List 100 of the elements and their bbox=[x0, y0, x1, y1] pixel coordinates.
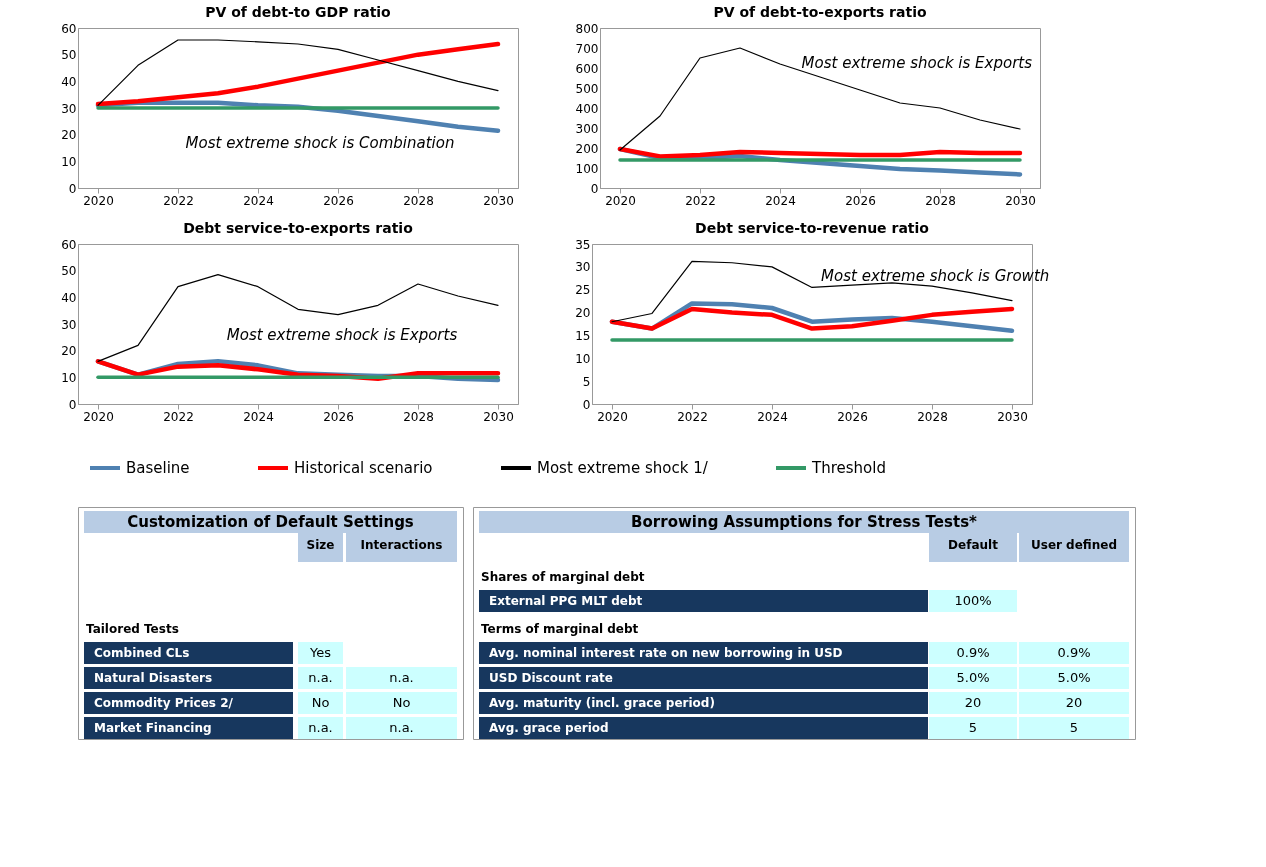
y-tick-label: 20 bbox=[61, 344, 77, 359]
text: Tailored Tests bbox=[86, 622, 179, 636]
text: Avg. nominal interest rate on new borrowing in USD bbox=[489, 646, 843, 660]
chart-title: Debt service-to-exports ratio bbox=[183, 220, 414, 236]
legend-label: Historical scenario bbox=[294, 459, 433, 477]
chart-title: Debt service-to-revenue ratio bbox=[695, 220, 930, 236]
x-tick-label: 2026 bbox=[837, 409, 868, 424]
x-tick-label: 2024 bbox=[243, 409, 274, 424]
x-tick-label: 2028 bbox=[925, 193, 956, 208]
text: USD Discount rate bbox=[489, 671, 613, 685]
x-tick-label: 2030 bbox=[483, 409, 514, 424]
y-tick-label: 30 bbox=[61, 101, 77, 116]
text: Terms of marginal debt bbox=[481, 622, 639, 636]
y-tick-label: 0 bbox=[582, 397, 591, 412]
chart-title: PV of debt-to-exports ratio bbox=[713, 4, 927, 20]
y-tick-label: 0 bbox=[68, 397, 77, 412]
x-tick-label: 2020 bbox=[83, 193, 114, 208]
y-tick-label: 500 bbox=[575, 81, 599, 96]
x-tick-label: 2026 bbox=[323, 409, 354, 424]
y-tick-label: 50 bbox=[61, 264, 77, 279]
text: User defined bbox=[1030, 538, 1118, 552]
y-tick-label: 600 bbox=[575, 61, 599, 76]
text: n.a. bbox=[389, 720, 414, 735]
annotation: Most extreme shock is Combination bbox=[185, 134, 455, 153]
x-tick-label: 2020 bbox=[83, 409, 114, 424]
x-tick-label: 2022 bbox=[163, 193, 194, 208]
line-series bbox=[617, 146, 1023, 159]
y-tick-label: 30 bbox=[61, 317, 77, 332]
x-tick-label: 2022 bbox=[163, 409, 194, 424]
x-tick-label: 2022 bbox=[685, 193, 716, 208]
y-tick-label: 60 bbox=[61, 237, 77, 252]
y-tick-label: 35 bbox=[575, 237, 591, 252]
y-tick-label: 30 bbox=[575, 260, 591, 275]
text: Avg. grace period bbox=[489, 721, 609, 735]
y-tick-label: 0 bbox=[68, 181, 77, 196]
y-tick-label: 20 bbox=[575, 306, 591, 321]
x-tick-label: 2024 bbox=[243, 193, 274, 208]
x-tick-label: 2028 bbox=[403, 409, 434, 424]
x-tick-label: 2030 bbox=[1005, 193, 1036, 208]
y-tick-label: 50 bbox=[61, 48, 77, 63]
text: Size bbox=[306, 538, 335, 552]
annotation: Most extreme shock is Exports bbox=[226, 326, 458, 345]
x-tick-label: 2030 bbox=[483, 193, 514, 208]
y-tick-label: 10 bbox=[61, 154, 77, 169]
legend-label: Baseline bbox=[126, 459, 190, 477]
x-tick-label: 2028 bbox=[917, 409, 948, 424]
text: Default bbox=[948, 538, 999, 552]
text: Commodity Prices 2/ bbox=[94, 696, 234, 710]
text: 5.0% bbox=[1057, 670, 1091, 685]
text: External PPG MLT debt bbox=[489, 594, 643, 608]
x-tick-label: 2020 bbox=[597, 409, 628, 424]
text: No bbox=[311, 695, 330, 710]
y-tick-label: 40 bbox=[61, 290, 77, 305]
text: 20 bbox=[1065, 695, 1083, 710]
legend-label: Threshold bbox=[811, 459, 886, 477]
chart-title: PV of debt-to GDP ratio bbox=[205, 4, 392, 20]
text: 5 bbox=[1069, 720, 1079, 735]
y-tick-label: 0 bbox=[590, 181, 599, 196]
y-tick-label: 20 bbox=[61, 128, 77, 143]
text: Natural Disasters bbox=[94, 671, 213, 685]
y-tick-label: 40 bbox=[61, 74, 77, 89]
text: 0.9% bbox=[956, 645, 990, 660]
x-tick-label: 2026 bbox=[845, 193, 876, 208]
text: No bbox=[392, 695, 411, 710]
text: Interactions bbox=[360, 538, 443, 552]
text: n.a. bbox=[308, 670, 333, 685]
y-tick-label: 15 bbox=[575, 328, 591, 343]
line-series bbox=[97, 274, 499, 362]
text: 5 bbox=[968, 720, 978, 735]
text: Combined CLs bbox=[94, 646, 190, 660]
text: 20 bbox=[964, 695, 982, 710]
x-tick-label: 2026 bbox=[323, 193, 354, 208]
y-tick-label: 800 bbox=[575, 21, 599, 36]
x-tick-label: 2020 bbox=[605, 193, 636, 208]
text: Avg. maturity (incl. grace period) bbox=[489, 696, 715, 710]
text: 5.0% bbox=[956, 670, 990, 685]
text: 100% bbox=[954, 593, 992, 608]
x-tick-label: 2028 bbox=[403, 193, 434, 208]
text: n.a. bbox=[308, 720, 333, 735]
legend-label: Most extreme shock 1/ bbox=[537, 459, 709, 477]
y-tick-label: 60 bbox=[61, 21, 77, 36]
text: 0.9% bbox=[1057, 645, 1091, 660]
y-tick-label: 200 bbox=[575, 141, 599, 156]
y-tick-label: 400 bbox=[575, 101, 599, 116]
x-tick-label: 2030 bbox=[997, 409, 1028, 424]
text: Yes bbox=[309, 645, 332, 660]
x-tick-label: 2024 bbox=[757, 409, 788, 424]
annotation: Most extreme shock is Exports bbox=[801, 54, 1033, 73]
text: Borrowing Assumptions for Stress Tests* bbox=[631, 513, 978, 531]
y-tick-label: 5 bbox=[582, 374, 591, 389]
text: Customization of Default Settings bbox=[127, 513, 414, 531]
y-tick-label: 100 bbox=[575, 161, 599, 176]
y-tick-label: 10 bbox=[61, 370, 77, 385]
text: Shares of marginal debt bbox=[481, 570, 645, 584]
y-tick-label: 300 bbox=[575, 121, 599, 136]
annotation: Most extreme shock is Growth bbox=[821, 267, 1050, 285]
text: n.a. bbox=[389, 670, 414, 685]
x-tick-label: 2022 bbox=[677, 409, 708, 424]
x-tick-label: 2024 bbox=[765, 193, 796, 208]
y-tick-label: 25 bbox=[575, 283, 591, 298]
